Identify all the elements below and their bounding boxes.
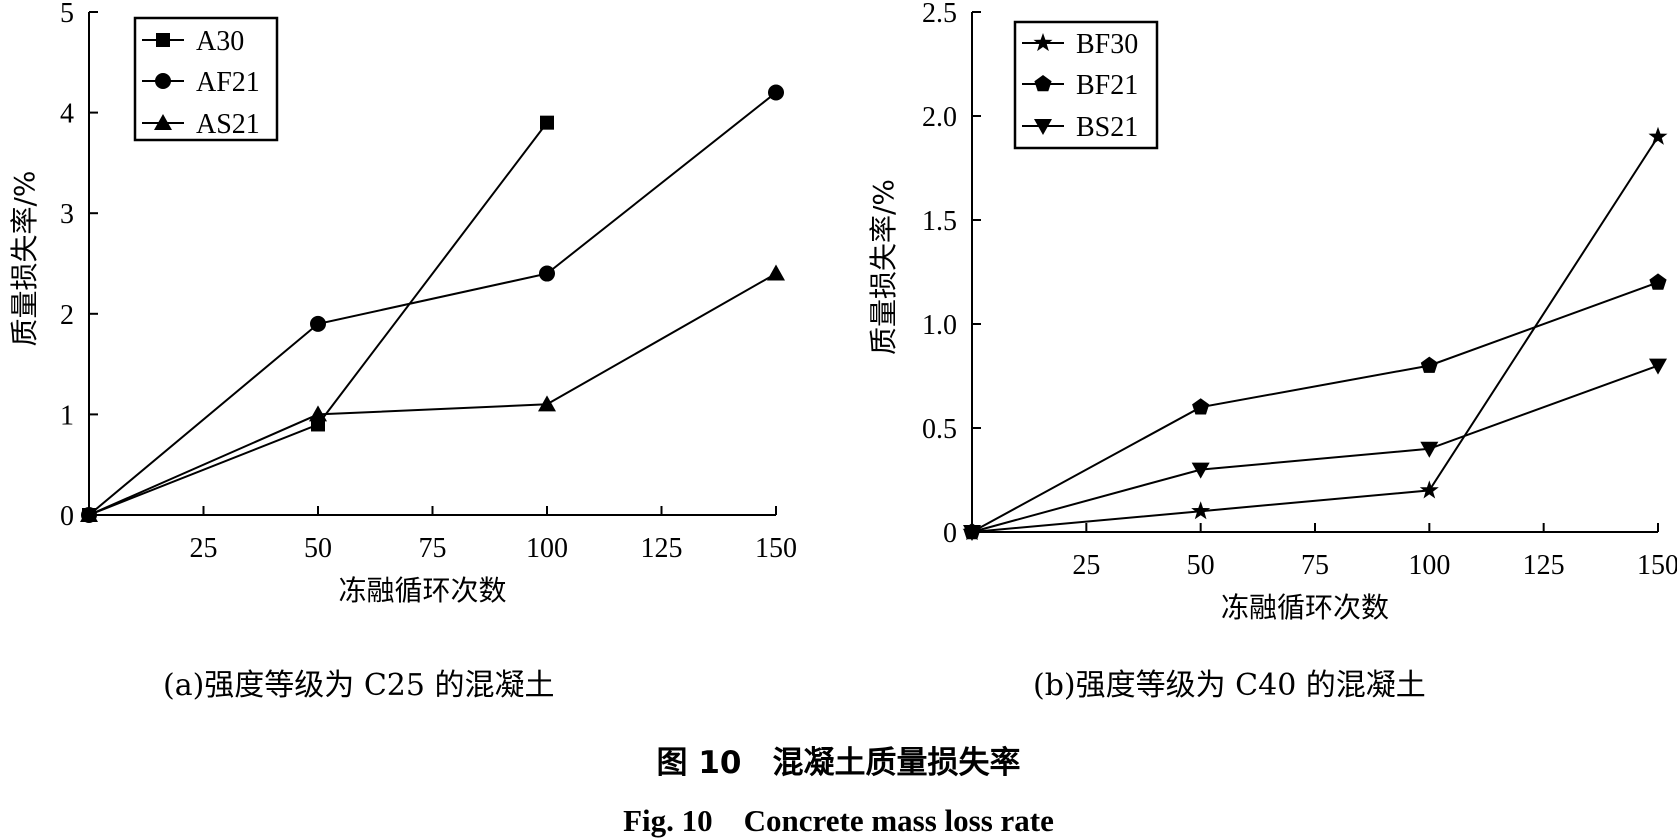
x-tick-label: 75 (419, 533, 447, 564)
subplot-a: 0 1 2 3 4 5 25 50 75 100 125 150 冻融循环次数 质量损失率/% A30 AF2… (8, 0, 797, 607)
data-point (1649, 273, 1667, 290)
series-line (88, 272, 777, 516)
y-tick-label: 4 (60, 99, 74, 130)
legend-marker (155, 73, 171, 89)
y-tick-label: 5 (60, 0, 74, 29)
data-point (1191, 501, 1211, 520)
data-point (1420, 441, 1439, 458)
data-point (768, 84, 784, 101)
subplot-a-caption: (a)强度等级为 C25 的混凝土 (163, 668, 555, 703)
x-tick-label: 75 (1301, 550, 1329, 581)
figure-caption-cn: 图 10 混凝土质量损失率 (656, 745, 1021, 781)
data-point (1191, 462, 1210, 479)
y-tick-label: 2.5 (922, 0, 957, 29)
y-tick-label: 1.0 (922, 310, 957, 341)
y-axis-label: 质量损失率/% (8, 170, 41, 346)
x-tick-label: 25 (190, 533, 218, 564)
x-tick-label: 100 (1408, 550, 1450, 581)
legend-label: BF30 (1076, 29, 1138, 60)
y-tick-label: 0.5 (922, 414, 957, 445)
y-tick-label: 1 (60, 400, 74, 431)
x-tick-label: 125 (641, 533, 683, 564)
series-as21 (80, 264, 785, 522)
x-tick-label: 25 (1072, 550, 1100, 581)
subplot-b: 0 0.5 1.0 1.5 2.0 2.5 25 50 75 100 125 150 冻融循环次数 质量损… (867, 0, 1677, 624)
data-point (540, 115, 554, 130)
data-point (767, 264, 785, 281)
legend: A30 AF21 AS21 (133, 16, 279, 142)
figure-caption-en: Fig. 10 Concrete mass loss rate (623, 803, 1054, 838)
x-axis-label: 冻融循环次数 (1221, 591, 1389, 624)
legend-label: AF21 (196, 67, 260, 98)
x-tick-label: 50 (304, 533, 332, 564)
legend-marker (154, 114, 172, 130)
data-point (309, 405, 327, 422)
series-af21 (81, 84, 784, 523)
x-tick-label: 150 (1637, 550, 1677, 581)
subplot-b-caption: (b)强度等级为 C40 的混凝土 (1033, 668, 1426, 703)
legend-label: BS21 (1076, 112, 1138, 143)
x-tick-label: 100 (526, 533, 568, 564)
y-axis-label: 质量损失率/% (867, 179, 900, 355)
series-line (971, 281, 1659, 533)
data-point (1649, 358, 1667, 375)
data-point (310, 315, 326, 332)
series-bf30 (962, 126, 1668, 541)
legend-label: BF21 (1076, 70, 1138, 101)
series-bs21 (963, 358, 1667, 541)
series-line (971, 364, 1659, 533)
x-tick-label: 150 (755, 533, 797, 564)
series-line (88, 91, 777, 516)
data-point (1648, 126, 1668, 145)
data-point (539, 265, 555, 282)
data-point (1192, 398, 1210, 415)
x-tick-label: 125 (1523, 550, 1565, 581)
y-tick-label: 3 (60, 199, 74, 230)
y-tick-label: 2.0 (922, 102, 957, 133)
legend-label: AS21 (196, 109, 260, 140)
legend-label: A30 (196, 26, 244, 57)
legend: BF30 BF21 BS21 (1013, 20, 1159, 150)
y-tick-label: 0 (943, 518, 957, 549)
data-point (538, 395, 556, 412)
y-tick-label: 2 (60, 300, 74, 331)
data-point (80, 506, 98, 522)
series-line (971, 136, 1659, 533)
legend-marker (1034, 119, 1052, 135)
data-point (963, 525, 981, 541)
data-point (1419, 480, 1439, 499)
y-tick-label: 1.5 (922, 206, 957, 237)
legend-marker (1033, 33, 1053, 52)
legend-marker (156, 33, 170, 47)
data-point (1420, 356, 1438, 373)
legend-marker (1034, 75, 1052, 92)
y-tick-label: 0 (60, 501, 74, 532)
x-axis-label: 冻融循环次数 (338, 574, 506, 607)
x-tick-label: 50 (1187, 550, 1215, 581)
series-bf21 (963, 273, 1667, 540)
